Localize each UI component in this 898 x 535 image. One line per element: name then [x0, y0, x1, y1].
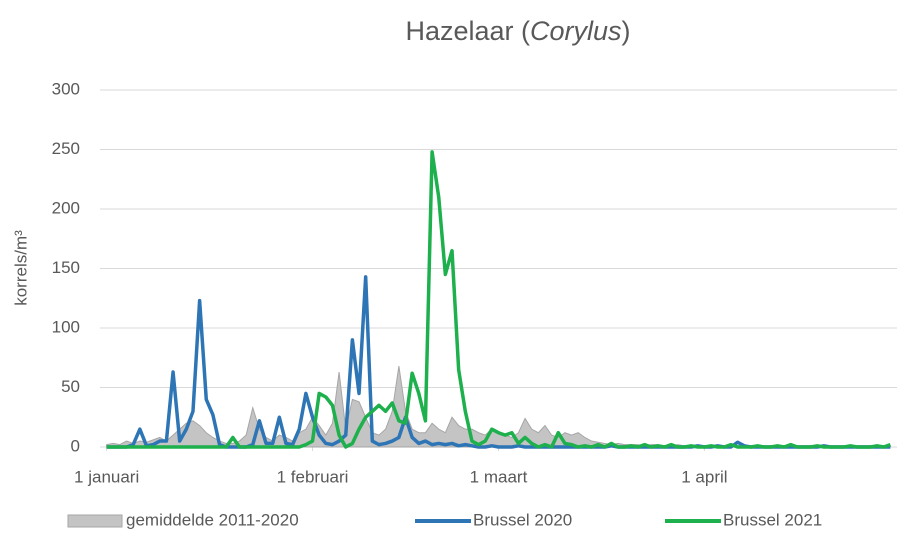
y-tick-label: 0 — [71, 436, 80, 455]
legend-label: Brussel 2021 — [723, 510, 822, 529]
chart-title: Hazelaar (Corylus) — [405, 16, 630, 46]
y-tick-label: 300 — [52, 79, 80, 98]
x-tick-label: 1 januari — [74, 467, 139, 486]
y-tick-label: 200 — [52, 198, 80, 217]
title-text: ) — [622, 16, 631, 46]
line — [106, 275, 891, 449]
title-text: Hazelaar ( — [405, 16, 530, 46]
x-tick-label: 1 maart — [470, 467, 528, 486]
legend-swatch — [67, 514, 123, 528]
y-tick-label: 50 — [61, 377, 80, 396]
line — [106, 150, 891, 449]
y-tick-label: 100 — [52, 317, 80, 336]
y-tick-label: 250 — [52, 139, 80, 158]
legend-label: gemiddelde 2011-2020 — [126, 510, 299, 529]
y-tick-label: 150 — [52, 258, 80, 277]
area — [106, 366, 891, 448]
x-tick-label: 1 februari — [277, 467, 349, 486]
y-axis-label: korrels/m³ — [11, 230, 30, 306]
x-tick-label: 1 april — [681, 467, 727, 486]
title-genus: Corylus — [530, 16, 622, 46]
legend-label: Brussel 2020 — [473, 510, 572, 529]
